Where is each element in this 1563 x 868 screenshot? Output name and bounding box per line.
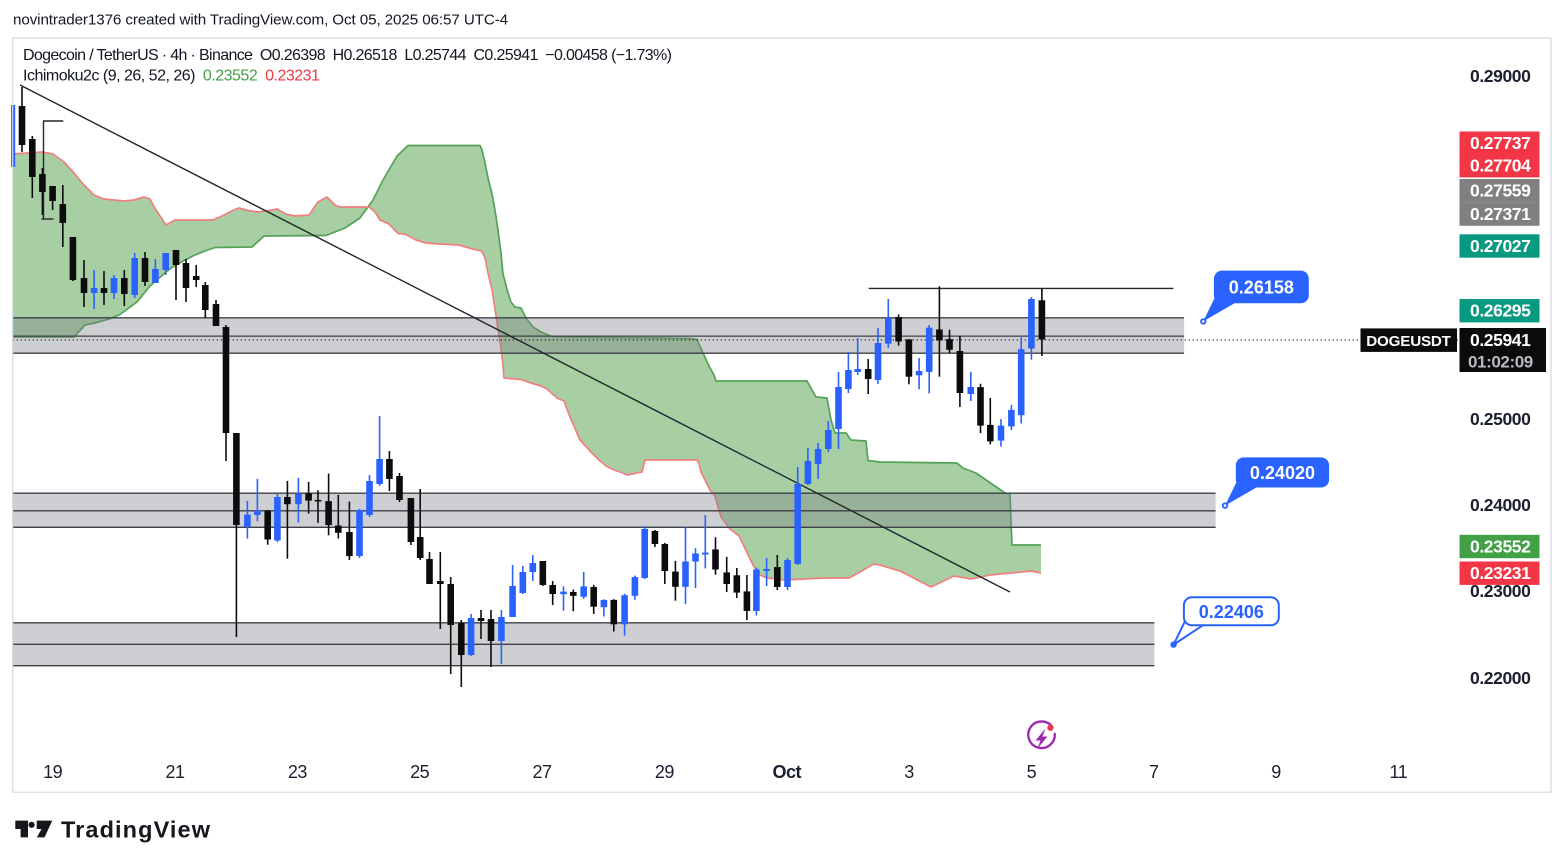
svg-text:Oct: Oct [772,762,801,782]
svg-text:0.29000: 0.29000 [1470,66,1531,86]
svg-text:27: 27 [532,762,552,782]
svg-text:9: 9 [1271,762,1281,782]
svg-text:0.24000: 0.24000 [1470,495,1531,515]
svg-text:0.23000: 0.23000 [1470,581,1531,601]
svg-text:5: 5 [1027,762,1037,782]
svg-text:0.23231: 0.23231 [1470,563,1531,583]
svg-text:TradingView: TradingView [61,817,211,843]
svg-text:0.27371: 0.27371 [1470,204,1531,224]
svg-text:0.27027: 0.27027 [1470,236,1530,256]
svg-text:23: 23 [288,762,308,782]
svg-text:0.27737: 0.27737 [1470,133,1530,153]
svg-text:7: 7 [1149,762,1159,782]
svg-text:01:02:09: 01:02:09 [1468,353,1533,372]
svg-text:novintrader1376 created with T: novintrader1376 created with TradingView… [13,12,508,29]
svg-text:0.25941: 0.25941 [1470,330,1531,350]
svg-text:0.22406: 0.22406 [1199,602,1264,622]
svg-text:0.27559: 0.27559 [1470,181,1531,201]
svg-text:3: 3 [904,762,914,782]
svg-text:0.24020: 0.24020 [1250,463,1315,483]
svg-text:DOGEUSDT: DOGEUSDT [1366,333,1451,350]
svg-text:0.26158: 0.26158 [1229,277,1294,297]
svg-text:Ichimoku2c (9, 26, 52, 26) 0.: Ichimoku2c (9, 26, 52, 26) 0.23552 0.232… [23,68,320,85]
svg-text:0.25000: 0.25000 [1470,409,1531,429]
svg-text:19: 19 [43,762,63,782]
svg-text:29: 29 [655,762,675,782]
svg-text:0.22000: 0.22000 [1470,668,1531,688]
svg-text:21: 21 [165,762,185,782]
svg-text:0.27704: 0.27704 [1470,156,1531,176]
svg-text:Dogecoin / TetherUS · 4h · Bin: Dogecoin / TetherUS · 4h · Binance O0.26… [23,47,672,64]
svg-text:11: 11 [1390,762,1408,782]
svg-text:25: 25 [410,762,430,782]
svg-text:0.26295: 0.26295 [1470,301,1531,321]
svg-text:0.23552: 0.23552 [1470,536,1531,556]
